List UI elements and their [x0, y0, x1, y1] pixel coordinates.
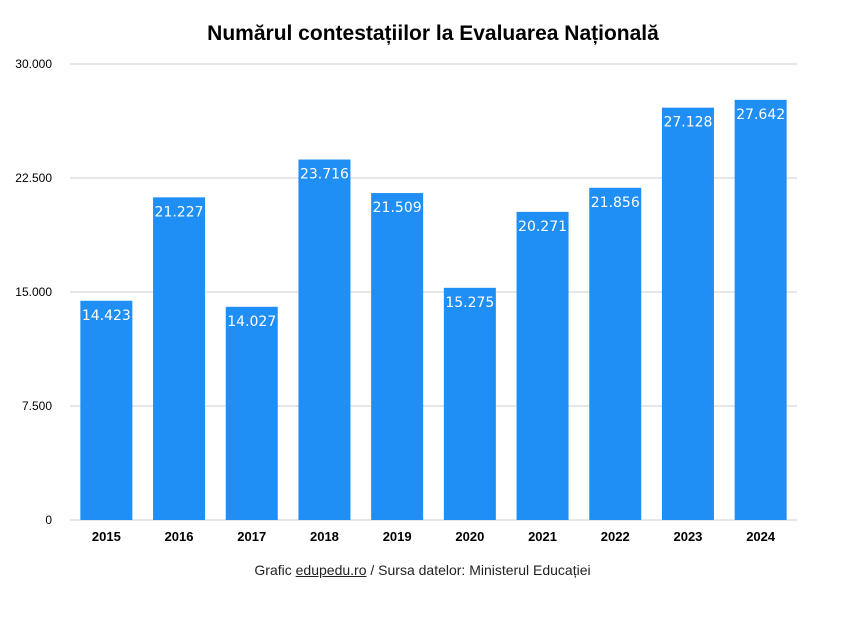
- bar: [443, 287, 496, 520]
- bars: [80, 99, 787, 521]
- x-tick-label: 2020: [455, 529, 484, 544]
- bar-value-label: 14.027: [227, 314, 276, 330]
- x-tick-label: 2015: [92, 529, 121, 544]
- bar: [371, 193, 424, 520]
- bar-value-label: 27.128: [663, 115, 712, 131]
- y-tick-label: 22.500: [15, 171, 52, 185]
- bar: [734, 99, 787, 520]
- bar-value-label: 21.227: [155, 204, 204, 220]
- x-tick-label: 2024: [746, 529, 776, 544]
- y-tick-label: 7.500: [22, 399, 52, 413]
- y-tick-label: 30.000: [15, 57, 52, 71]
- bar-value-label: 21.509: [373, 200, 422, 216]
- x-tick-label: 2017: [237, 529, 266, 544]
- data-labels: 14.423 21.227 14.027 23.716 21.509 15.275 20.2…: [82, 107, 785, 330]
- bar: [225, 306, 278, 520]
- source-caption: Grafic edupedu.ro / Sursa datelor: Minis…: [0, 562, 845, 578]
- bar-value-label: 20.271: [518, 219, 567, 235]
- x-tick-label: 2021: [528, 529, 557, 544]
- bar: [153, 197, 206, 520]
- bar: [589, 187, 642, 520]
- x-tick-label: 2023: [673, 529, 702, 544]
- bar-value-label: 15.275: [445, 295, 494, 311]
- x-tick-label: 2016: [165, 529, 194, 544]
- bar-value-label: 14.423: [82, 308, 131, 324]
- bar: [80, 300, 133, 520]
- y-axis-ticks: 0 7.500 15.000 22.500 30.000: [15, 57, 52, 527]
- x-tick-label: 2022: [601, 529, 630, 544]
- bar-value-label: 23.716: [300, 167, 349, 183]
- y-tick-label: 0: [45, 513, 52, 527]
- chart-title: Numărul contestațiilor la Evaluarea Nați…: [207, 22, 659, 45]
- source-link[interactable]: edupedu.ro: [295, 562, 367, 578]
- x-axis-ticks: 2015 2016 2017 2018 2019 2020 2021 2022 2023 2024: [92, 529, 776, 544]
- bar: [298, 159, 351, 521]
- y-tick-label: 15.000: [15, 285, 52, 299]
- bar-value-label: 27.642: [736, 107, 785, 123]
- source-prefix: Grafic: [254, 562, 296, 578]
- bar-value-label: 21.856: [591, 195, 640, 211]
- source-suffix: / Sursa datelor: Ministerul Educației: [366, 562, 591, 578]
- x-tick-label: 2019: [383, 529, 412, 544]
- x-tick-label: 2018: [310, 529, 339, 544]
- bar: [661, 107, 714, 520]
- bar: [516, 211, 569, 520]
